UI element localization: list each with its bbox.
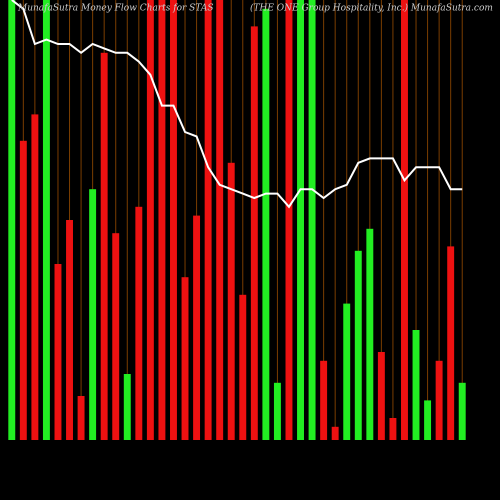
bar xyxy=(435,360,443,440)
bar xyxy=(42,0,50,440)
bar xyxy=(123,374,131,440)
bar xyxy=(216,0,224,440)
chart-title: MunafaSutra Money Flow Charts for STAS xyxy=(17,4,214,14)
bar xyxy=(320,360,328,440)
bar xyxy=(250,26,258,441)
bar xyxy=(366,228,374,440)
bar xyxy=(31,114,39,441)
bar xyxy=(77,396,85,440)
bar xyxy=(146,0,154,440)
bar xyxy=(308,0,316,440)
bar xyxy=(412,330,420,440)
bar xyxy=(170,0,177,440)
bar xyxy=(181,277,189,440)
bar xyxy=(227,162,235,441)
bar xyxy=(135,206,143,440)
bar xyxy=(354,250,362,440)
bar xyxy=(331,426,339,440)
bar xyxy=(447,246,455,440)
bar xyxy=(401,0,408,440)
bar xyxy=(458,382,466,440)
bar xyxy=(8,0,16,440)
bar xyxy=(19,140,27,441)
bar xyxy=(273,382,281,440)
bar xyxy=(112,233,120,440)
bar xyxy=(66,220,73,440)
line-group xyxy=(11,0,463,209)
bar xyxy=(239,294,247,440)
chart-subtitle: (THE ONE Group Hospitality, Inc.) Munafa… xyxy=(250,3,493,14)
bar xyxy=(193,215,201,440)
bar xyxy=(158,0,166,440)
bar xyxy=(204,0,212,440)
bar xyxy=(343,303,351,440)
money-flow-line xyxy=(11,0,463,209)
bar xyxy=(424,400,432,440)
bar xyxy=(389,418,397,440)
bar xyxy=(89,189,97,440)
bar xyxy=(262,8,270,441)
bar xyxy=(377,352,385,440)
bars xyxy=(8,0,466,441)
bar xyxy=(54,264,62,440)
bar xyxy=(297,0,304,440)
bar xyxy=(100,52,108,441)
bar xyxy=(285,0,293,440)
